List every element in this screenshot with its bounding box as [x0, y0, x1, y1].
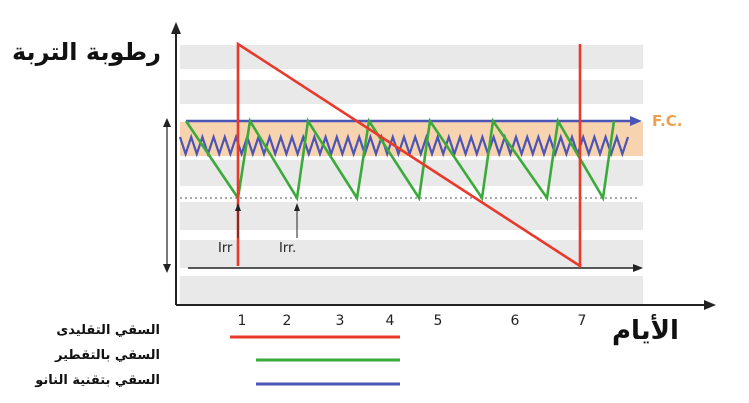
- x-tick-2: 2: [282, 313, 292, 329]
- legend-label-conventional: السقي التقليدى: [56, 323, 160, 338]
- band-4: [180, 202, 643, 230]
- x-axis-title: الأيام: [612, 316, 679, 346]
- irr-arrowhead-2: [294, 203, 300, 211]
- irr-label-2: Irr.: [279, 241, 297, 256]
- irr-arrowhead-1: [235, 203, 241, 211]
- base-arrowhead: [633, 264, 643, 272]
- drip-irrigation-line: [184, 117, 616, 202]
- range-arrow-bottom: [163, 264, 171, 273]
- x-tick-4: 4: [385, 313, 395, 329]
- x-tick-1: 1: [237, 313, 247, 329]
- band-6: [180, 276, 643, 304]
- y-axis-arrowhead: [171, 22, 181, 34]
- field-capacity-label: F.C.: [652, 112, 683, 130]
- irr-label-1: Irr: [218, 241, 233, 256]
- x-tick-5: 5: [433, 313, 443, 329]
- x-tick-3: 3: [335, 313, 345, 329]
- band-2: [180, 80, 643, 104]
- y-axis-title: رطوبة التربة: [12, 38, 161, 66]
- x-tick-7: 7: [577, 313, 587, 329]
- conventional-irrigation-line: [236, 41, 582, 269]
- band-1: [180, 45, 643, 69]
- fc-blue-arrowhead: [630, 116, 642, 126]
- legend-label-drip: السقي بالتقطير: [55, 348, 160, 363]
- range-arrow-top: [163, 118, 171, 127]
- x-tick-6: 6: [510, 313, 520, 329]
- x-axis-arrowhead: [704, 300, 716, 310]
- legend-label-nano: السقي بتقنية النانو: [35, 373, 160, 388]
- band-3: [180, 160, 643, 186]
- band-5: [180, 240, 643, 268]
